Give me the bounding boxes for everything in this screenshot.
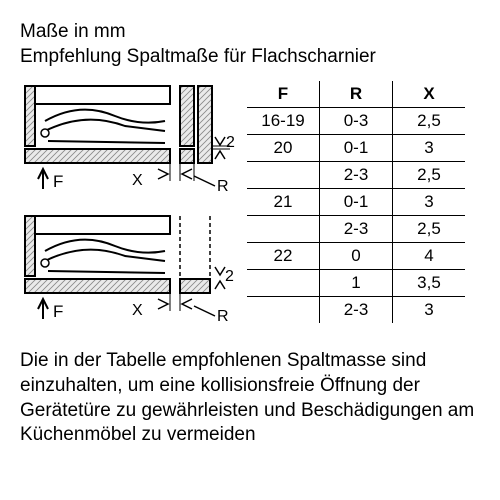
diagram-r-label: R <box>217 178 229 195</box>
table-header-x: X <box>393 81 466 108</box>
table-row: 200-13 <box>247 135 465 162</box>
table-cell: 0-1 <box>320 135 393 162</box>
table-cell: 20 <box>247 135 320 162</box>
table-row: 2-32,5 <box>247 216 465 243</box>
table-row: 13,5 <box>247 270 465 297</box>
table-cell: 2,5 <box>393 162 466 189</box>
diagram-x-label: X <box>132 172 143 189</box>
table-row: 210-13 <box>247 189 465 216</box>
table-cell: 0 <box>320 243 393 270</box>
table-row: 2-32,5 <box>247 162 465 189</box>
table-cell <box>247 270 320 297</box>
footer-note: Die in der Tabelle empfohlenen Spaltmass… <box>20 349 480 448</box>
heading-line-2: Empfehlung Spaltmaße für Flachscharnier <box>20 45 480 70</box>
hinge-diagram-top: 2 F X R <box>20 81 235 201</box>
table-cell: 3 <box>393 189 466 216</box>
main-content: 2 F X R <box>20 81 480 331</box>
table-cell <box>247 297 320 324</box>
table-cell: 16-19 <box>247 108 320 135</box>
table-cell: 2-3 <box>320 297 393 324</box>
table-cell: 3,5 <box>393 270 466 297</box>
diagram-gap-label: 2 <box>226 134 235 151</box>
table-cell: 2,5 <box>393 216 466 243</box>
heading: Maße in mm Empfehlung Spaltmaße für Flac… <box>20 20 480 69</box>
table-cell: 22 <box>247 243 320 270</box>
table-row: 16-190-32,5 <box>247 108 465 135</box>
diagram2-x-label: X <box>132 302 143 319</box>
table-cell: 4 <box>393 243 466 270</box>
table-cell: 3 <box>393 297 466 324</box>
diagram2-gap-label: 2 <box>225 268 234 285</box>
table-cell: 2-3 <box>320 216 393 243</box>
table-cell: 1 <box>320 270 393 297</box>
table-header-r: R <box>320 81 393 108</box>
table-row: 2-33 <box>247 297 465 324</box>
table-cell: 2-3 <box>320 162 393 189</box>
table-row: 2204 <box>247 243 465 270</box>
diagram2-f-label: F <box>53 302 63 321</box>
table-cell: 0-1 <box>320 189 393 216</box>
diagram-f-label: F <box>53 172 63 191</box>
dimensions-table: F R X 16-190-32,5200-132-32,5210-132-32,… <box>247 81 465 323</box>
diagram2-r-label: R <box>217 308 229 325</box>
table-cell: 21 <box>247 189 320 216</box>
table-header-row: F R X <box>247 81 465 108</box>
table-cell: 0-3 <box>320 108 393 135</box>
heading-line-1: Maße in mm <box>20 20 480 45</box>
table-cell <box>247 216 320 243</box>
table-cell: 3 <box>393 135 466 162</box>
hinge-diagram-bottom: 2 F X R <box>20 211 235 331</box>
diagram-column: 2 F X R <box>20 81 235 331</box>
table-cell: 2,5 <box>393 108 466 135</box>
table-header-f: F <box>247 81 320 108</box>
table-cell <box>247 162 320 189</box>
